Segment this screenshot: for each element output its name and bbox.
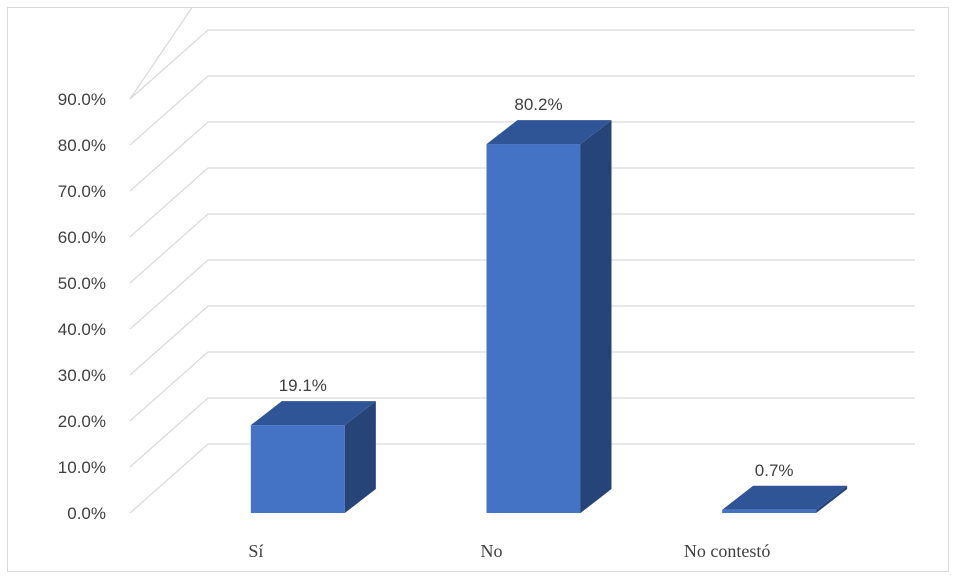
gridline (129, 259, 915, 330)
bar-front-face (722, 509, 817, 513)
gridline (129, 167, 915, 238)
y-tick-label: 0.0% (67, 504, 106, 523)
bars (250, 120, 848, 513)
y-tick-label: 50.0% (58, 274, 106, 293)
bar-3 (722, 485, 848, 513)
bar-front-face (486, 144, 581, 513)
y-tick-label: 30.0% (58, 366, 106, 385)
bar-top-face (722, 485, 848, 510)
bar-side-face (344, 401, 376, 513)
y-tick-label: 90.0% (58, 90, 106, 109)
x-axis-category-labels: Sí No No contestó (248, 541, 770, 561)
y-tick-label: 10.0% (58, 458, 106, 477)
bar-1 (250, 401, 376, 513)
gridline (129, 443, 915, 514)
bar-front-face (250, 425, 345, 513)
gridlines (129, 8, 915, 514)
y-tick-label: 80.0% (58, 136, 106, 155)
y-tick-label: 20.0% (58, 412, 106, 431)
y-tick-label: 40.0% (58, 320, 106, 339)
category-label: No (481, 541, 503, 561)
chart-frame: 0.0% 10.0% 20.0% 30.0% 40.0% 50.0% 60.0% 70.0% 8… (7, 7, 949, 572)
data-label: 80.2% (514, 95, 562, 114)
category-label: Sí (248, 541, 263, 561)
gridline (129, 8, 193, 100)
data-labels: 19.1% 80.2% 0.7% (279, 95, 794, 480)
data-label: 0.7% (755, 461, 794, 480)
bar-side-face (816, 485, 848, 513)
y-tick-label: 70.0% (58, 182, 106, 201)
bar-side-face (580, 120, 612, 513)
y-tick-label: 60.0% (58, 228, 106, 247)
bar-top-face (250, 401, 376, 426)
bar-2 (486, 120, 612, 513)
gridline (129, 305, 915, 376)
data-label: 19.1% (279, 376, 327, 395)
gridline (129, 213, 915, 284)
category-label: No contestó (684, 541, 770, 561)
bar-top-face (486, 120, 612, 145)
gridline (129, 29, 915, 100)
gridline (129, 75, 915, 146)
gridline (129, 397, 915, 468)
y-axis-tick-labels: 0.0% 10.0% 20.0% 30.0% 40.0% 50.0% 60.0% 70.0% 8… (58, 90, 106, 523)
gridline (129, 121, 915, 192)
gridline (129, 351, 915, 422)
bar-chart-3d: 0.0% 10.0% 20.0% 30.0% 40.0% 50.0% 60.0% 70.0% 8… (58, 8, 915, 561)
